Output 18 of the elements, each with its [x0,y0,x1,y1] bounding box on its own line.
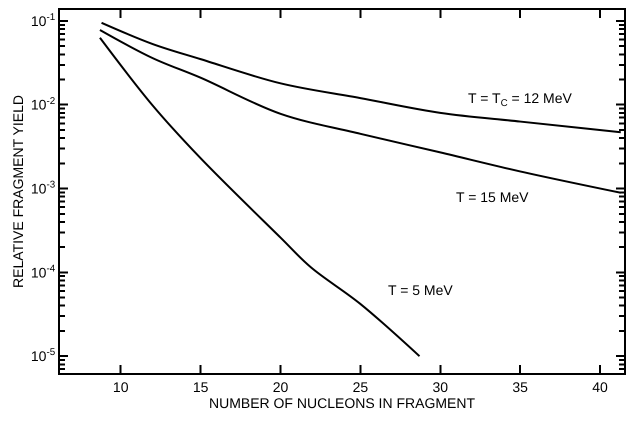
series-label: T = T$_{C}$ = 12 MeV [468,90,573,109]
series-label: T = 5 MeV [388,282,454,298]
x-tick-label: 20 [272,378,288,395]
x-tick-label: 35 [512,378,528,395]
y-axis-title: RELATIVE FRAGMENT YIELD [10,95,26,288]
x-tick-label: 25 [352,378,368,395]
x-axis-title: NUMBER OF NUCLEONS IN FRAGMENT [208,394,476,411]
y-tick-label: 10$^{-1}$ [30,12,56,29]
x-tick-label: 40 [592,378,608,395]
series-label: T = 15 MeV [456,189,530,205]
x-tick-label: 10 [112,378,129,395]
line-series [98,36,420,358]
x-tick-label: 30 [432,378,448,395]
y-tick-label: 10$^{-3}$ [30,180,56,196]
x-tick-label: 15 [192,378,209,395]
y-tick-label: 10$^{-2}$ [30,96,56,113]
y-tick-label: 10$^{-5}$ [30,347,56,364]
y-tick-label: 10$^{-4}$ [30,263,56,280]
